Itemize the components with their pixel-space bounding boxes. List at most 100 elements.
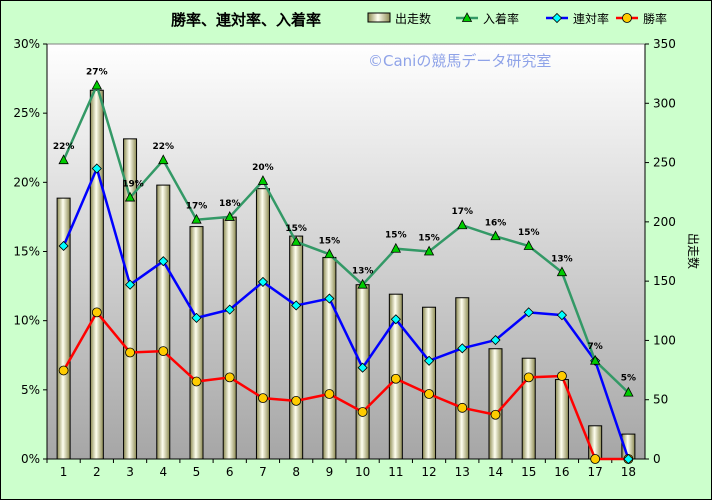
bar-出走数 [255, 188, 270, 460]
legend-swatch-marker [551, 12, 563, 24]
bar-出走数 [455, 297, 470, 460]
point-連対率 [556, 310, 568, 321]
y-left-tick-label: 20% [13, 175, 40, 189]
data-label: 22% [53, 142, 75, 152]
point-勝率 [357, 407, 368, 417]
y-left-tick-label: 25% [13, 106, 40, 120]
x-tick-label: 17 [588, 465, 603, 479]
legend-label: 勝率 [643, 11, 667, 26]
point-連対率 [490, 334, 501, 346]
point-連対率 [91, 163, 102, 174]
data-label: 5% [621, 374, 636, 384]
point-連対率 [457, 343, 468, 354]
point-入着率 [556, 266, 568, 277]
point-連対率 [623, 453, 634, 465]
point-入着率 [590, 354, 601, 365]
point-入着率 [490, 230, 501, 241]
y-right-tick-label: 250 [653, 156, 676, 170]
x-tick-label: 1 [60, 465, 68, 479]
legend-swatch-marker [461, 12, 473, 22]
legend: 出走数 入着率 連対率 勝率 [367, 11, 667, 26]
point-入着率 [623, 386, 634, 397]
point-勝率 [191, 376, 202, 387]
data-label: 13% [551, 254, 573, 264]
data-label: 15% [418, 234, 440, 244]
x-tick-label: 5 [193, 465, 201, 479]
point-入着率 [124, 191, 136, 202]
y-right-tick-label: 150 [653, 274, 676, 288]
chart-title: 勝率、連対率、入着率 [171, 11, 321, 29]
x-tick-label: 8 [292, 465, 300, 479]
point-勝率 [224, 372, 235, 383]
data-label: 22% [153, 142, 175, 152]
point-連対率 [58, 240, 69, 252]
x-tick-label: 15 [521, 465, 536, 479]
bar-出走数 [488, 348, 503, 460]
point-勝率 [125, 347, 135, 358]
point-入着率 [324, 248, 335, 259]
point-勝率 [590, 454, 601, 464]
bar-出走数 [289, 235, 304, 460]
x-tick-label: 6 [226, 465, 234, 479]
data-label: 15% [518, 228, 540, 238]
point-勝率 [490, 409, 501, 420]
point-連対率 [390, 314, 401, 325]
data-label: 27% [86, 68, 108, 78]
point-勝率 [424, 389, 434, 399]
data-label: 16% [485, 218, 507, 228]
x-tick-label: 18 [621, 465, 636, 479]
data-label: 17% [452, 207, 474, 217]
point-入着率 [257, 175, 269, 185]
x-tick-label: 9 [326, 465, 334, 479]
point-連対率 [124, 279, 136, 290]
line-入着率 [62, 81, 630, 394]
y-right-tick-label: 100 [653, 333, 676, 347]
point-勝率 [457, 402, 468, 413]
y-right-tick-label: 50 [653, 393, 668, 407]
point-入着率 [58, 154, 69, 165]
y-left-tick-label: 10% [13, 314, 40, 328]
watermark-text: ©Caniの競馬データ研究室 [368, 52, 551, 70]
y-left-tick-label: 30% [13, 37, 40, 51]
y-right-tick-label: 350 [653, 37, 676, 51]
y-right-tick-label: 300 [653, 96, 676, 110]
x-tick-label: 11 [388, 465, 403, 479]
point-勝率 [291, 395, 302, 406]
data-label: 19% [122, 180, 144, 190]
legend-label: 入着率 [483, 11, 519, 26]
data-label: 7% [588, 342, 603, 352]
point-入着率 [224, 211, 235, 221]
bar-出走数 [56, 197, 71, 460]
x-tick-label: 4 [159, 465, 167, 479]
y-right-axis-title: 出走数 [686, 233, 701, 269]
point-入着率 [390, 242, 401, 253]
legend-label: 連対率 [573, 11, 609, 26]
data-label: 15% [319, 236, 341, 246]
point-入着率 [191, 213, 202, 224]
bar-出走数 [123, 138, 138, 460]
point-入着率 [423, 245, 435, 256]
point-連対率 [324, 293, 335, 304]
data-label: 20% [252, 163, 274, 173]
point-入着率 [158, 154, 169, 165]
bar-出走数 [89, 89, 104, 460]
point-入着率 [357, 278, 368, 289]
data-label: 13% [352, 267, 374, 277]
point-勝率 [523, 372, 534, 383]
bar-出走数 [156, 184, 171, 460]
bar-出走数 [189, 226, 204, 460]
y-left-tick-label: 15% [13, 245, 40, 259]
line-勝率 [62, 310, 629, 461]
bar-出走数 [322, 256, 337, 460]
y-right-tick-label: 200 [653, 215, 676, 229]
point-連対率 [191, 312, 202, 323]
point-勝率 [58, 365, 69, 376]
point-連対率 [291, 300, 302, 311]
y-right-tick-label: 0 [653, 452, 661, 466]
bar-出走数 [521, 357, 536, 460]
point-連対率 [423, 355, 435, 366]
y-left-tick-label: 5% [21, 383, 40, 397]
line-連対率 [62, 164, 630, 460]
x-tick-label: 13 [455, 465, 470, 479]
